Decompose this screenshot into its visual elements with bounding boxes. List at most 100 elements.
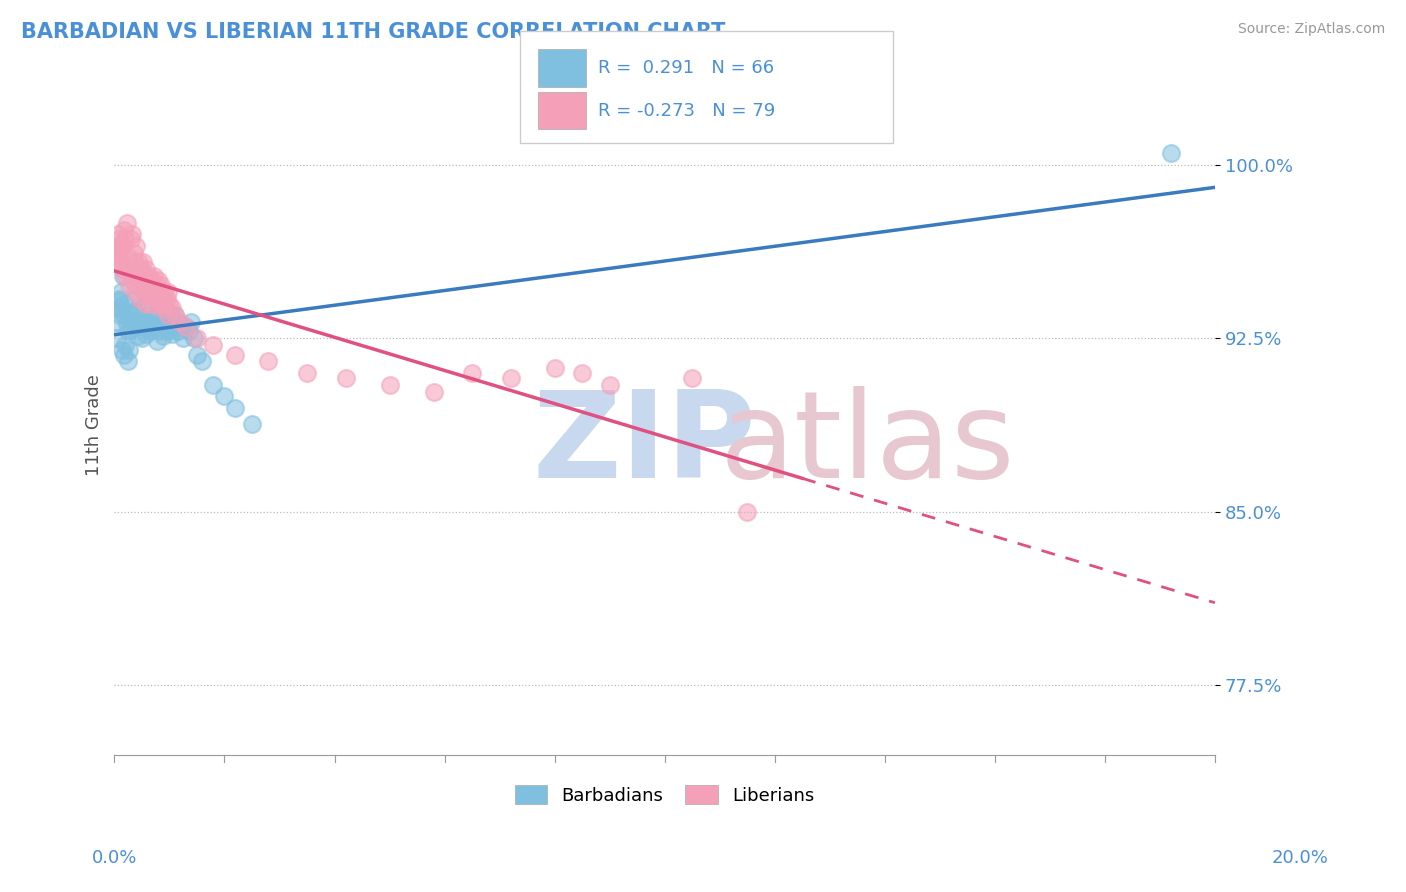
Point: [114, 232, 136, 246]
Point: [599, 377, 621, 392]
Point: [107, 301, 129, 316]
Point: [141, 296, 163, 310]
Point: [114, 296, 136, 310]
Point: [120, 313, 142, 327]
Point: [149, 296, 172, 310]
Point: [156, 310, 179, 325]
Point: [135, 261, 157, 276]
Point: [152, 292, 174, 306]
Point: [138, 285, 160, 299]
Text: atlas: atlas: [720, 386, 1015, 503]
Point: [129, 261, 152, 276]
Point: [110, 261, 132, 276]
Point: [108, 232, 131, 246]
Point: [157, 285, 180, 299]
Point: [111, 268, 134, 283]
Point: [117, 250, 139, 264]
Point: [153, 296, 176, 310]
Point: [108, 245, 131, 260]
Point: [138, 268, 160, 283]
Point: [132, 285, 155, 299]
Point: [134, 315, 156, 329]
Point: [169, 318, 191, 332]
Point: [118, 306, 141, 320]
Point: [107, 238, 129, 252]
Point: [108, 292, 131, 306]
Point: [159, 319, 181, 334]
Point: [128, 255, 150, 269]
Point: [122, 245, 145, 260]
Point: [121, 227, 143, 241]
Point: [124, 285, 146, 299]
Point: [160, 326, 183, 341]
Point: [150, 318, 173, 332]
Point: [108, 250, 131, 264]
Point: [117, 261, 139, 276]
Point: [180, 315, 202, 329]
Y-axis label: 11th Grade: 11th Grade: [86, 374, 103, 476]
Point: [141, 273, 163, 287]
Point: [146, 292, 169, 306]
Point: [135, 296, 157, 310]
Point: [169, 315, 191, 329]
Point: [156, 308, 179, 322]
Point: [163, 319, 186, 334]
Point: [107, 227, 129, 241]
Point: [114, 338, 136, 352]
Point: [124, 255, 146, 269]
Text: R = -0.273   N = 79: R = -0.273 N = 79: [598, 102, 775, 120]
Point: [121, 322, 143, 336]
Point: [335, 370, 357, 384]
Point: [174, 319, 197, 334]
Point: [461, 366, 484, 380]
Point: [134, 268, 156, 283]
Point: [105, 331, 128, 345]
Point: [156, 292, 179, 306]
Point: [108, 294, 131, 309]
Point: [543, 361, 565, 376]
Point: [115, 318, 138, 332]
Point: [114, 268, 136, 283]
Text: Source: ZipAtlas.com: Source: ZipAtlas.com: [1237, 22, 1385, 37]
Point: [240, 417, 263, 431]
Point: [202, 338, 225, 352]
Point: [146, 334, 169, 348]
Point: [146, 278, 169, 293]
Point: [378, 377, 401, 392]
Point: [108, 301, 131, 316]
Point: [136, 319, 159, 334]
Point: [110, 308, 132, 322]
Point: [214, 389, 236, 403]
Point: [172, 331, 194, 345]
Point: [129, 318, 152, 332]
Point: [152, 329, 174, 343]
Point: [177, 324, 200, 338]
Point: [120, 232, 142, 246]
Point: [159, 296, 181, 310]
Point: [735, 505, 758, 519]
Point: [131, 331, 153, 345]
Point: [111, 343, 134, 357]
Point: [112, 347, 135, 361]
Text: R =  0.291   N = 66: R = 0.291 N = 66: [598, 59, 773, 77]
Point: [122, 303, 145, 318]
Point: [110, 285, 132, 299]
Point: [224, 401, 246, 415]
Point: [186, 331, 208, 345]
Point: [163, 308, 186, 322]
Point: [148, 273, 170, 287]
Point: [257, 354, 280, 368]
Point: [143, 285, 166, 299]
Point: [125, 319, 148, 334]
Point: [183, 331, 205, 345]
Point: [143, 268, 166, 283]
Point: [117, 324, 139, 338]
Point: [145, 319, 167, 334]
Point: [571, 366, 593, 380]
Point: [148, 324, 170, 338]
Point: [105, 238, 128, 252]
Text: ZIP: ZIP: [533, 386, 756, 503]
Point: [166, 324, 188, 338]
Point: [118, 278, 141, 293]
Point: [153, 315, 176, 329]
